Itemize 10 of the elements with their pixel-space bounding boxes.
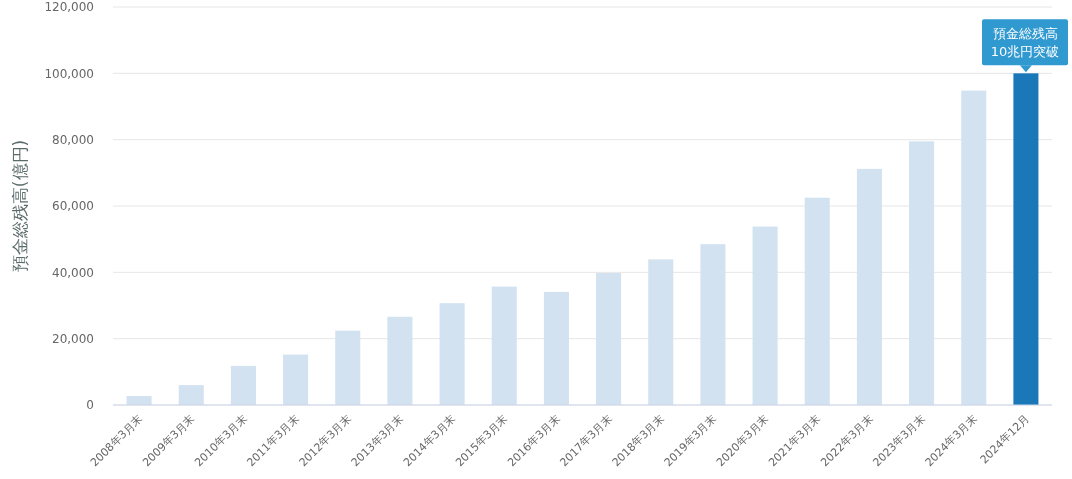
y-tick-label: 40,000 (52, 265, 94, 280)
y-tick-label: 60,000 (52, 199, 94, 214)
annotation: 預金総残高 10兆円突破 (990, 26, 1060, 60)
bar (1013, 73, 1039, 405)
y-tick-label: 80,000 (52, 132, 94, 147)
y-tick-label: 20,000 (52, 331, 94, 346)
y-tick-label: 100,000 (44, 66, 94, 81)
y-tick-label: 120,000 (44, 0, 94, 15)
y-tick-label: 0 (86, 398, 94, 413)
y-axis-title: 預金総残高(億円) (10, 139, 30, 273)
